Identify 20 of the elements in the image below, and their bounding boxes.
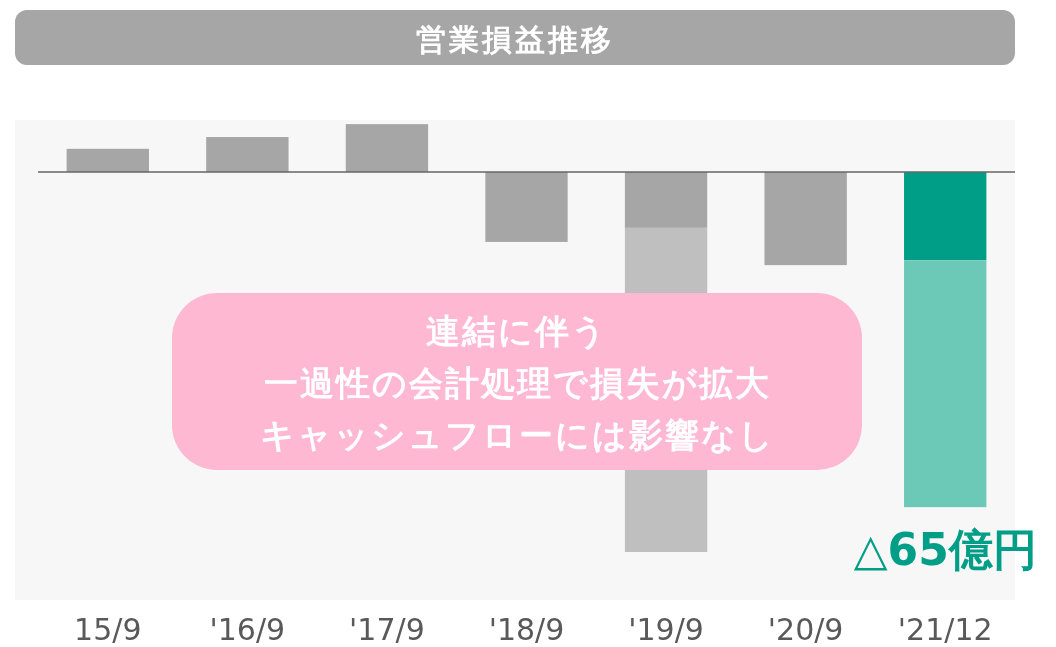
chart-title: 営業損益推移 xyxy=(416,22,614,57)
x-tick-label: '19/9 xyxy=(628,612,704,647)
x-tick-label: '21/12 xyxy=(897,612,993,647)
x-tick-label: '16/9 xyxy=(209,612,286,647)
annotation: △65億円 xyxy=(853,524,1037,576)
x-tick-label: '20/9 xyxy=(767,612,844,647)
bar xyxy=(66,148,149,172)
bar xyxy=(624,172,708,228)
bar xyxy=(345,124,429,172)
annotation: 一過性の会計処理で損失が拡大 xyxy=(263,363,771,403)
x-tick-label: '17/9 xyxy=(349,612,425,647)
bar xyxy=(904,172,987,261)
bar xyxy=(904,260,987,508)
bar xyxy=(764,172,847,266)
bar xyxy=(206,137,289,172)
x-tick-label: '18/9 xyxy=(488,612,565,647)
x-tick-label: 15/9 xyxy=(74,612,142,647)
bar xyxy=(485,172,568,242)
annotation: 連結に伴う xyxy=(426,311,608,351)
annotation: キャッシュフローには影響なし xyxy=(259,415,775,455)
